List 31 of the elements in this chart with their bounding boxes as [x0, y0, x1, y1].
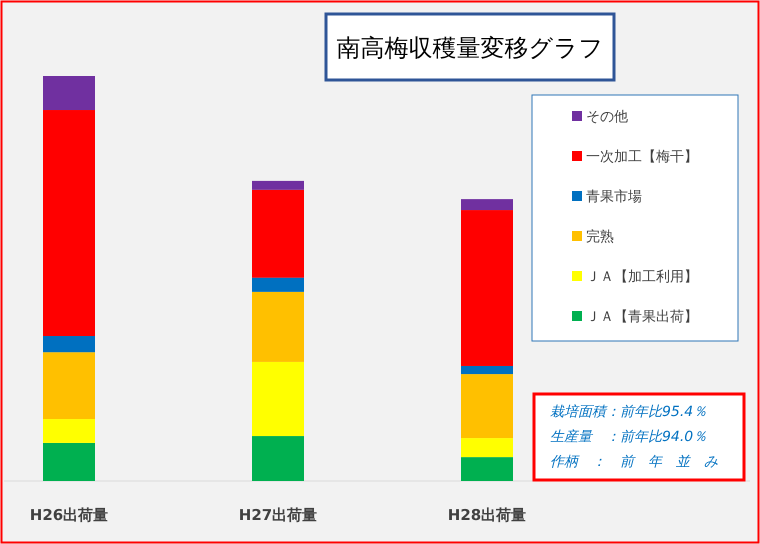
bar [461, 438, 513, 458]
legend-label: ＪＡ【加工利用】 [586, 269, 698, 285]
legend-label: 完熟 [586, 229, 614, 245]
bar [252, 292, 304, 362]
annotation: 作柄 ： 前 年 並 み [550, 454, 718, 470]
bar [43, 352, 95, 420]
x-tick-label: H26出荷量 [30, 506, 108, 524]
legend-label: その他 [586, 109, 628, 125]
bar [252, 180, 304, 190]
x-tick-label: H27出荷量 [238, 506, 318, 524]
legend-label: 青果市場 [586, 189, 642, 205]
bar [252, 278, 304, 292]
annotation: 生産量 ：前年比94.0％ [550, 429, 708, 445]
legend-label: ＪＡ【青果出荷】 [586, 309, 698, 325]
bar [461, 374, 513, 438]
bar [461, 366, 513, 374]
bar [252, 190, 304, 278]
bar [43, 336, 95, 352]
bar [43, 76, 95, 110]
bar [252, 436, 304, 481]
x-tick-label: H28出荷量 [448, 506, 526, 524]
bar [461, 210, 513, 366]
annotation: 栽培面積：前年比95.4％ [550, 404, 708, 420]
bar [43, 442, 95, 481]
legend-label: 一次加工【梅干】 [586, 149, 698, 165]
chart-title: 南高梅収穫量変移グラフ [336, 34, 604, 62]
bar [461, 457, 513, 481]
bar [252, 362, 304, 436]
bar [43, 419, 95, 443]
bar [43, 110, 95, 336]
bar [461, 199, 513, 210]
